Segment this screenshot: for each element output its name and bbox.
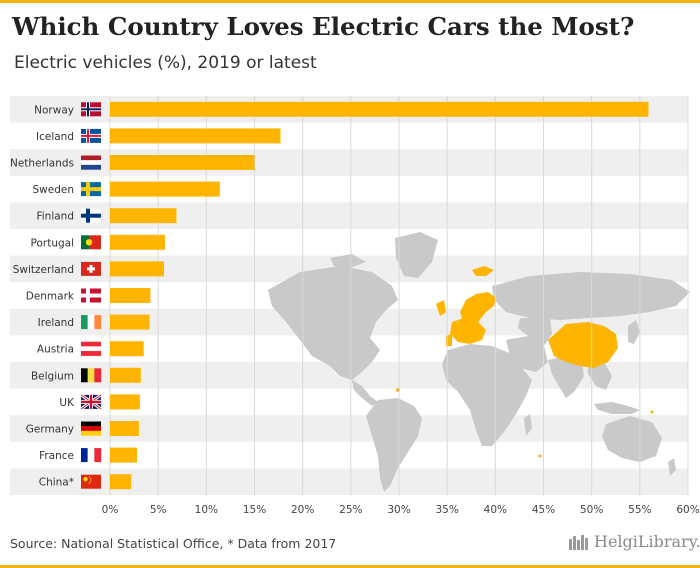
category-label: Germany: [26, 424, 74, 436]
category-label: Norway: [34, 104, 74, 116]
x-tick-label: 20%: [291, 504, 314, 516]
bar: [110, 261, 164, 277]
bar: [110, 128, 281, 144]
bar: [110, 101, 649, 117]
category-label: Iceland: [36, 131, 74, 143]
x-tick-label: 55%: [628, 504, 651, 516]
map-highlight-speck: [650, 410, 654, 414]
bars: [110, 101, 649, 490]
helgilibrary-logo: HelgiLibrary.: [568, 532, 700, 551]
chart-subtitle: Electric vehicles (%), 2019 or latest: [14, 53, 317, 73]
source-note: Source: National Statistical Office, * D…: [10, 536, 337, 551]
x-tick-label: 15%: [243, 504, 266, 516]
category-label: Finland: [36, 211, 74, 223]
map-north-america: [268, 266, 398, 380]
x-tick-label: 10%: [195, 504, 218, 516]
bottom-accent-rule: [0, 565, 700, 568]
bar: [110, 208, 177, 224]
x-tick-label: 60%: [676, 504, 699, 516]
austria-flag-icon: [81, 341, 101, 356]
map-highlight-speck: [538, 454, 542, 458]
world-map-background: [268, 232, 690, 492]
bar: [110, 474, 132, 490]
category-label: Sweden: [33, 184, 75, 196]
map-highlight-scandinavia: [460, 292, 496, 328]
map-highlight-uk-ireland: [436, 300, 446, 316]
ireland-flag-icon: [81, 315, 102, 330]
category-label: France: [39, 450, 74, 462]
china-flag-icon: [81, 474, 101, 489]
bar: [110, 181, 220, 197]
library-logo-icon: [569, 534, 588, 550]
map-highlight-western-europe: [450, 318, 486, 344]
norway-flag-icon: [81, 102, 101, 117]
map-highlight-china: [548, 322, 618, 368]
bar: [110, 155, 255, 170]
bar: [110, 367, 141, 383]
belgium-flag-icon: [81, 368, 102, 383]
category-label: UK: [59, 397, 75, 409]
map-africa: [442, 344, 532, 446]
category-label: China*: [39, 477, 74, 489]
category-label: Portugal: [31, 237, 75, 249]
bar: [110, 234, 165, 250]
country-flags: [80, 102, 102, 489]
x-tick-label: 5%: [150, 504, 167, 516]
bar: [110, 288, 151, 303]
bar: [110, 341, 144, 357]
category-label: Switzerland: [13, 264, 74, 276]
germany-flag-icon: [81, 421, 101, 436]
map-greenland: [395, 232, 438, 278]
finland-flag-icon: [81, 208, 101, 223]
chart-title: Which Country Loves Electric Cars the Mo…: [12, 12, 635, 41]
switzerland-flag-icon: [81, 261, 101, 276]
map-indonesia: [594, 402, 640, 414]
x-tick-labels: 0% 5% 10% 15% 20% 25% 30% 35% 40% 45% 50% 55% 60%: [102, 504, 700, 516]
x-tick-label: 45%: [532, 504, 555, 516]
map-india: [548, 356, 584, 398]
top-accent-rule: [0, 0, 700, 3]
map-arctic-islands: [330, 254, 366, 268]
y-tick-labels: Norway Iceland Netherlands Sweden Finland Por…: [10, 104, 75, 488]
x-tick-label: 35%: [435, 504, 458, 516]
bar: [110, 447, 137, 463]
category-label: Denmark: [26, 291, 75, 303]
category-label: Netherlands: [10, 158, 74, 170]
x-tick-label: 30%: [387, 504, 410, 516]
iceland-flag-icon: [81, 128, 101, 143]
x-tick-label: 40%: [484, 504, 507, 516]
france-flag-icon: [81, 448, 102, 463]
netherlands-flag-icon: [81, 155, 101, 170]
map-middle-east: [506, 336, 548, 372]
denmark-flag-icon: [81, 288, 101, 303]
map-new-zealand: [668, 458, 676, 476]
x-tick-label: 0%: [102, 504, 119, 516]
brand-name: HelgiLibrary.: [594, 532, 700, 551]
category-label: Ireland: [38, 317, 74, 329]
map-highlight-iceland: [472, 266, 494, 276]
uk-flag-icon: [80, 393, 102, 411]
bar: [110, 314, 150, 330]
bar: [110, 421, 139, 436]
map-japan: [628, 320, 640, 344]
category-label: Belgium: [31, 370, 74, 382]
portugal-flag-icon: [81, 235, 101, 250]
category-label: Austria: [37, 344, 74, 356]
map-central-america: [352, 380, 378, 406]
bar: [110, 394, 140, 410]
map-southeast-asia: [588, 362, 612, 390]
x-tick-label: 25%: [339, 504, 362, 516]
x-tick-label: 50%: [580, 504, 603, 516]
sweden-flag-icon: [81, 182, 101, 197]
map-australia: [602, 416, 662, 462]
map-madagascar: [524, 414, 532, 436]
map-russia: [492, 272, 690, 320]
map-south-america: [366, 398, 422, 492]
